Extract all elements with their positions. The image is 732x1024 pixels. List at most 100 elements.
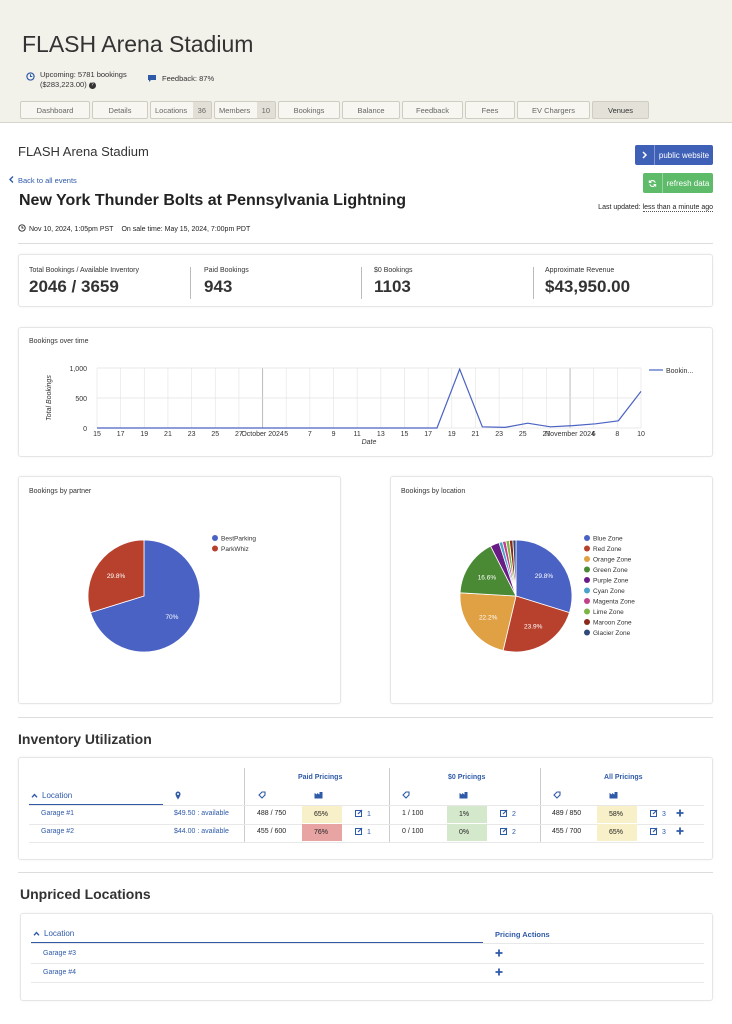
x-tick-label: 9 (332, 431, 336, 438)
location-chart-title: Bookings by location (401, 488, 466, 495)
series-line (97, 367, 642, 429)
tab-balance[interactable]: Balance (342, 101, 400, 119)
legend-label: Blue Zone (593, 536, 623, 543)
group-all: All Pricings (604, 774, 643, 781)
location-pie-chart: 29.8% 23.9% 22.2% 16.6% Blue Zone Red Zone Ora… (459, 535, 635, 653)
edit-icon (650, 809, 658, 819)
unpriced-row-name[interactable]: Garage #4 (43, 969, 77, 976)
pie-slice (87, 539, 145, 614)
upcoming-bookings: Upcoming: 5781 bookings (40, 70, 127, 79)
slice-label: 29.8% (535, 573, 554, 580)
partner-pie-chart: 70% 29.8% BestParking ParkWhiz (87, 535, 256, 653)
tab-feedback[interactable]: Feedback (402, 101, 463, 119)
legend-dot (584, 545, 590, 552)
location-sort-header[interactable]: Location (31, 791, 72, 800)
tab-venues[interactable]: Venues (592, 101, 649, 119)
paid-edit-pricing[interactable]: 1 (355, 809, 371, 819)
legend-label: Green Zone (593, 567, 628, 574)
legend-dot (212, 545, 218, 552)
metric-zero: $0 Bookings 1103 (374, 267, 413, 296)
metric-paid: Paid Bookings 943 (204, 267, 249, 296)
location-name[interactable]: Garage #1 (41, 810, 75, 817)
back-to-events-link[interactable]: Back to all events (9, 176, 77, 185)
chevron-left-icon (9, 176, 14, 185)
legend-dot (584, 587, 590, 594)
x-tick-label: 27 (542, 431, 550, 438)
tab-ev-chargers[interactable]: EV Chargers (517, 101, 590, 119)
pie-slice (515, 539, 573, 614)
x-tick-label: 25 (211, 431, 219, 438)
unpriced-title: Unpriced Locations (20, 886, 151, 902)
edit-icon (355, 809, 363, 819)
slice-label: 16.6% (478, 575, 497, 582)
map-pin-icon (175, 791, 181, 802)
tab-details[interactable]: Details (92, 101, 148, 119)
zero-edit-pricing[interactable]: 2 (500, 809, 516, 819)
y-axis-label: Total Bookings (46, 375, 53, 421)
all-count: 455 / 700 (552, 828, 582, 835)
paid-count: 455 / 600 (257, 828, 287, 835)
partner-chart-title: Bookings by partner (29, 488, 92, 495)
bookings-over-time-card: Bookings over time 15 17 19 21 23 25 27 October… (18, 327, 713, 457)
x-tick-label: 5 (284, 431, 288, 438)
tab-locations[interactable]: Locations 36 (150, 101, 212, 119)
edit-icon (500, 809, 508, 819)
add-pricing-icon[interactable] (676, 827, 684, 837)
metrics-card: Total Bookings / Available Inventory 2046… (18, 254, 713, 307)
x-tick-label: 23 (495, 431, 503, 438)
legend-label: Cyan Zone (593, 588, 625, 595)
public-website-button[interactable]: public website (635, 145, 713, 165)
add-pricing-icon[interactable] (495, 949, 503, 959)
edit-icon (650, 827, 658, 837)
x-tick-label: November 2024 (545, 431, 595, 438)
legend-dot (212, 535, 218, 541)
refresh-data-button[interactable]: refresh data (643, 173, 713, 193)
upcoming-stat: Upcoming: 5781 bookings ($283,223.00)? (26, 70, 127, 90)
zero-edit-pricing[interactable]: 2 (500, 827, 516, 837)
all-edit-pricing[interactable]: 3 (650, 827, 666, 837)
event-title: New York Thunder Bolts at Pennsylvania L… (19, 192, 407, 209)
metric-revenue: Approximate Revenue $43,950.00 (545, 267, 631, 296)
unpriced-row-name[interactable]: Garage #3 (43, 950, 77, 957)
legend-dot (584, 566, 590, 573)
x-tick-label: 21 (164, 431, 172, 438)
x-tick-label: 15 (401, 431, 409, 438)
x-tick-label: 10 (637, 431, 645, 438)
legend-label: Orange Zone (593, 557, 632, 564)
all-utilization: 58% (597, 806, 637, 823)
last-updated: Last updated: less than a minute ago (598, 204, 713, 212)
legend-label: Maroon Zone (593, 620, 632, 627)
location-name[interactable]: Garage #2 (41, 828, 75, 835)
tab-members[interactable]: Members 10 (214, 101, 276, 119)
legend-label: BestParking (221, 536, 256, 543)
x-tick-label: 17 (117, 431, 125, 438)
x-tick-label: 27 (235, 431, 243, 438)
legend-label: Lime Zone (593, 609, 624, 616)
legend-dot (584, 556, 590, 562)
legend-dot (584, 535, 590, 541)
unpriced-location-header[interactable]: Location (33, 929, 74, 938)
y-tick-label: 500 (75, 396, 87, 403)
add-pricing-icon[interactable] (495, 968, 503, 978)
x-tick-label: 6 (592, 431, 596, 438)
legend-dot (584, 629, 590, 636)
slice-label: 23.9% (524, 624, 543, 631)
tab-dashboard[interactable]: Dashboard (20, 101, 90, 119)
tab-bookings[interactable]: Bookings (278, 101, 340, 119)
help-icon[interactable]: ? (88, 81, 96, 89)
slice-label: 70% (165, 614, 178, 621)
legend-label: Magenta Zone (593, 599, 635, 606)
edit-icon (355, 827, 363, 837)
legend-label: Red Zone (593, 546, 622, 553)
legend-label: ParkWhiz (221, 546, 249, 553)
x-tick-label: October 2024 (241, 431, 284, 438)
paid-edit-pricing[interactable]: 1 (355, 827, 371, 837)
paid-utilization: 76% (302, 824, 342, 841)
group-zero: $0 Pricings (448, 774, 486, 781)
x-tick-label: 19 (448, 431, 456, 438)
tab-fees[interactable]: Fees (465, 101, 515, 119)
all-edit-pricing[interactable]: 3 (650, 809, 666, 819)
feedback-stat: Feedback: 87% (147, 74, 214, 86)
add-pricing-icon[interactable] (676, 809, 684, 819)
